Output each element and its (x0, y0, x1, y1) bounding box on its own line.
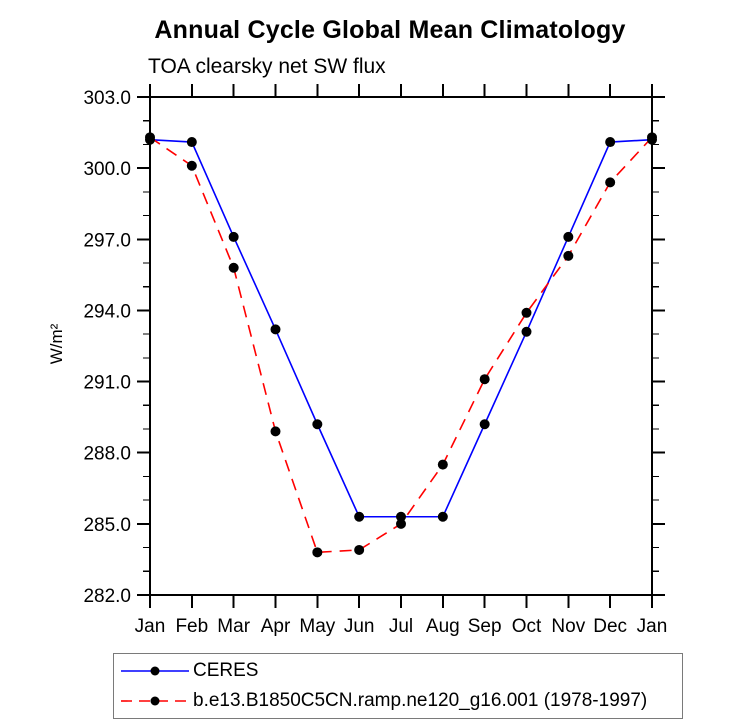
x-tick-label: May (299, 616, 335, 637)
data-point-marker (479, 419, 490, 430)
legend-swatch (121, 696, 189, 706)
x-tick-label: Jun (344, 616, 375, 637)
data-point-marker (312, 419, 323, 430)
data-point-marker (479, 374, 490, 385)
y-tick-label: 300.0 (83, 159, 131, 180)
data-point-marker (186, 160, 197, 171)
series-line-0 (149, 138, 653, 518)
x-tick-label: Jan (637, 616, 668, 637)
x-tick-label: Apr (261, 616, 291, 637)
legend-item-1: b.e13.B1850C5CN.ramp.ne120_g16.001 (1978… (120, 686, 682, 716)
data-point-marker (354, 511, 365, 522)
data-point-marker (605, 137, 616, 148)
data-point-marker (563, 250, 574, 261)
y-tick-label: 303.0 (83, 88, 131, 109)
data-point-marker (228, 231, 239, 242)
data-point-marker (312, 547, 323, 558)
legend-item-0: CERES (120, 656, 682, 686)
y-tick-label: 291.0 (83, 373, 131, 394)
data-point-marker (521, 307, 532, 318)
x-tick-label: Mar (217, 616, 250, 637)
x-tick-label: Dec (593, 616, 627, 637)
data-point-marker (228, 262, 239, 273)
x-tick-label: Nov (551, 616, 585, 637)
legend: CERES b.e13.B1850C5CN.ramp.ne120_g16.001 … (113, 653, 683, 719)
x-tick-label: Sep (468, 616, 502, 637)
legend-label: b.e13.B1850C5CN.ramp.ne120_g16.001 (1978… (193, 690, 648, 711)
data-point-marker (521, 326, 532, 337)
data-point-marker (396, 511, 406, 522)
data-point-marker (396, 518, 406, 529)
legend-marker (150, 696, 160, 706)
data-point-marker (605, 177, 616, 188)
legend-marker (150, 666, 160, 676)
y-tick-label: 294.0 (83, 301, 131, 322)
data-point-marker (270, 324, 281, 335)
x-axis-ticks (149, 84, 653, 608)
series-markers-0 (145, 134, 657, 522)
data-point-marker (437, 511, 448, 522)
y-tick-label: 297.0 (83, 230, 131, 251)
x-tick-label: Jul (389, 616, 413, 637)
y-axis-ticks (137, 96, 665, 596)
chart-title: Annual Cycle Global Mean Climatology (154, 16, 626, 44)
y-tick-label: 282.0 (83, 586, 131, 607)
x-tick-label: Oct (512, 616, 542, 637)
data-point-marker (186, 137, 197, 148)
data-point-marker (563, 231, 574, 242)
series-line-1 (149, 136, 653, 554)
legend-swatch (121, 666, 189, 676)
data-point-marker (437, 459, 448, 470)
data-point-marker (270, 426, 281, 437)
y-tick-label: 288.0 (83, 444, 131, 465)
series-markers-1 (145, 132, 657, 558)
data-point-marker (145, 132, 155, 143)
x-tick-label: Jan (135, 616, 166, 637)
y-tick-label: 285.0 (83, 515, 131, 536)
legend-label: CERES (193, 660, 259, 681)
data-point-marker (647, 132, 657, 143)
x-tick-label: Aug (426, 616, 460, 637)
x-tick-label: Feb (175, 616, 208, 637)
chart-subtitle: TOA clearsky net SW flux (148, 55, 386, 78)
data-point-marker (354, 544, 365, 555)
